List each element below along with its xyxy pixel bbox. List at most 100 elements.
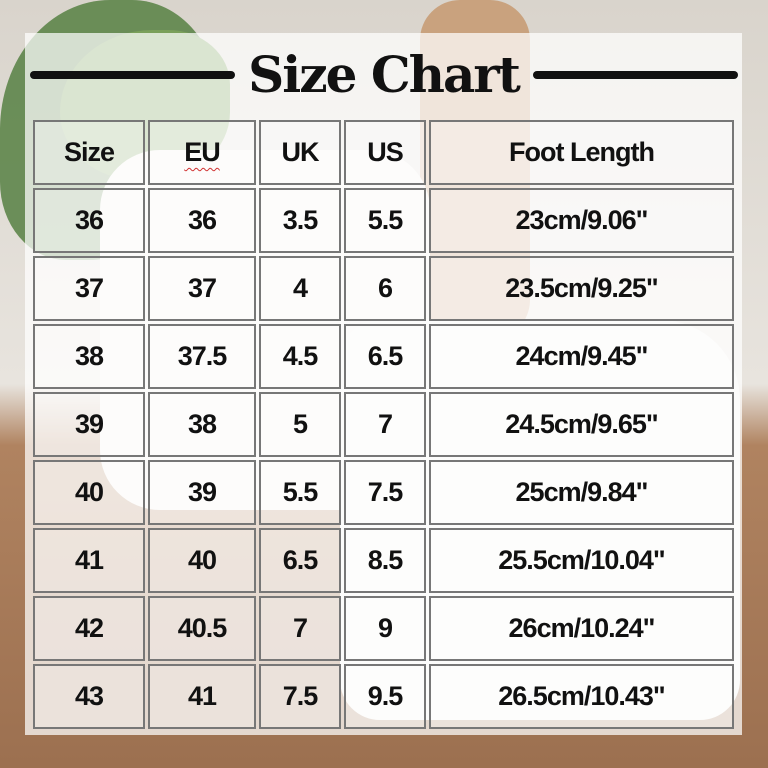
cell-text: 41 [187,681,217,711]
table-cell: 26cm/10.24" [429,596,734,661]
cell-text: 37 [187,273,217,303]
table-cell: 39 [148,460,256,525]
table-cell: 43 [33,664,145,729]
cell-text: 4.5 [282,341,319,371]
cell-text: 9.5 [367,681,404,711]
table-cell: 25cm/9.84" [429,460,734,525]
table-header-row: Size EU UK US Foot Length [33,120,734,185]
table-cell: 8.5 [344,528,426,593]
cell-text: 8.5 [367,545,404,575]
title-rule-left [30,71,235,79]
table-cell: 6.5 [344,324,426,389]
cell-text: 38 [74,341,104,371]
table-row: 37 37 4 6 23.5cm/9.25" [33,256,734,321]
table-cell: 3.5 [259,188,341,253]
title-row: Size Chart [25,33,742,115]
cell-text: 7 [292,613,308,643]
cell-text: 5 [292,409,308,439]
table-cell: 6.5 [259,528,341,593]
cell-text: US [367,137,404,167]
table-cell: 6 [344,256,426,321]
cell-text: 24.5cm/9.65" [505,409,658,439]
cell-text: Foot Length [509,137,655,167]
table-cell: 7.5 [259,664,341,729]
cell-text: 37 [74,273,104,303]
table-row: 40 39 5.5 7.5 25cm/9.84" [33,460,734,525]
table-row: 41 40 6.5 8.5 25.5cm/10.04" [33,528,734,593]
table-cell: 23cm/9.06" [429,188,734,253]
table-cell: 7.5 [344,460,426,525]
cell-text: 40 [74,477,104,507]
cell-text: 40 [187,545,217,575]
table-header-cell: UK [259,120,341,185]
title-rule-right [533,71,738,79]
table-cell: 5 [259,392,341,457]
table-cell: 24cm/9.45" [429,324,734,389]
table-cell: 7 [259,596,341,661]
size-chart-panel: Size Chart Size EU UK US Foot Length 36 36 3.5 5… [25,33,742,735]
cell-text: 36 [74,205,104,235]
table-cell: 42 [33,596,145,661]
table-cell: 37.5 [148,324,256,389]
table-cell: 24.5cm/9.65" [429,392,734,457]
cell-text: 41 [74,545,104,575]
table-cell: 25.5cm/10.04" [429,528,734,593]
table-row: 36 36 3.5 5.5 23cm/9.06" [33,188,734,253]
cell-text: 26.5cm/10.43" [498,681,665,711]
cell-text: 3.5 [282,205,319,235]
table-header-cell: Size [33,120,145,185]
cell-text: 40.5 [177,613,228,643]
cell-text: 6.5 [367,341,404,371]
cell-text: 24cm/9.45" [515,341,649,371]
cell-text: 25.5cm/10.04" [498,545,665,575]
cell-text: 6 [377,273,393,303]
cell-text: 39 [187,477,217,507]
table-cell: 37 [148,256,256,321]
cell-text: 26cm/10.24" [508,613,656,643]
cell-text: 7 [377,409,393,439]
table-cell: 41 [33,528,145,593]
table-cell: 39 [33,392,145,457]
cell-text: 5.5 [282,477,319,507]
table-cell: 4 [259,256,341,321]
table-cell: 36 [148,188,256,253]
cell-text: Size [63,137,115,167]
table-row: 38 37.5 4.5 6.5 24cm/9.45" [33,324,734,389]
table-cell: 41 [148,664,256,729]
cell-text: EU [184,137,221,167]
cell-text: 9 [377,613,393,643]
table-cell: 26.5cm/10.43" [429,664,734,729]
cell-text: 43 [74,681,104,711]
cell-text: 36 [187,205,217,235]
cell-text: 7.5 [367,477,404,507]
cell-text: 42 [74,613,104,643]
table-header-cell: EU [148,120,256,185]
table-row: 39 38 5 7 24.5cm/9.65" [33,392,734,457]
table-cell: 38 [33,324,145,389]
table-row: 42 40.5 7 9 26cm/10.24" [33,596,734,661]
table-cell: 40 [33,460,145,525]
cell-text: 25cm/9.84" [515,477,649,507]
cell-text: 37.5 [177,341,228,371]
page-title: Size Chart [248,44,521,104]
table-cell: 7 [344,392,426,457]
cell-text: 23cm/9.06" [515,205,649,235]
table-cell: 9.5 [344,664,426,729]
cell-text: 38 [187,409,217,439]
table-header-cell: US [344,120,426,185]
table-cell: 37 [33,256,145,321]
table-cell: 40 [148,528,256,593]
table-cell: 40.5 [148,596,256,661]
cell-text: 5.5 [367,205,404,235]
cell-text: 23.5cm/9.25" [505,273,658,303]
table-cell: 36 [33,188,145,253]
table-cell: 23.5cm/9.25" [429,256,734,321]
cell-text: 6.5 [282,545,319,575]
cell-text: UK [281,137,320,167]
cell-text: 39 [74,409,104,439]
table-row: 43 41 7.5 9.5 26.5cm/10.43" [33,664,734,729]
size-table: Size EU UK US Foot Length 36 36 3.5 5.5 23cm/9.06… [30,117,737,732]
cell-text: 4 [292,273,308,303]
table-cell: 38 [148,392,256,457]
table-header-cell: Foot Length [429,120,734,185]
